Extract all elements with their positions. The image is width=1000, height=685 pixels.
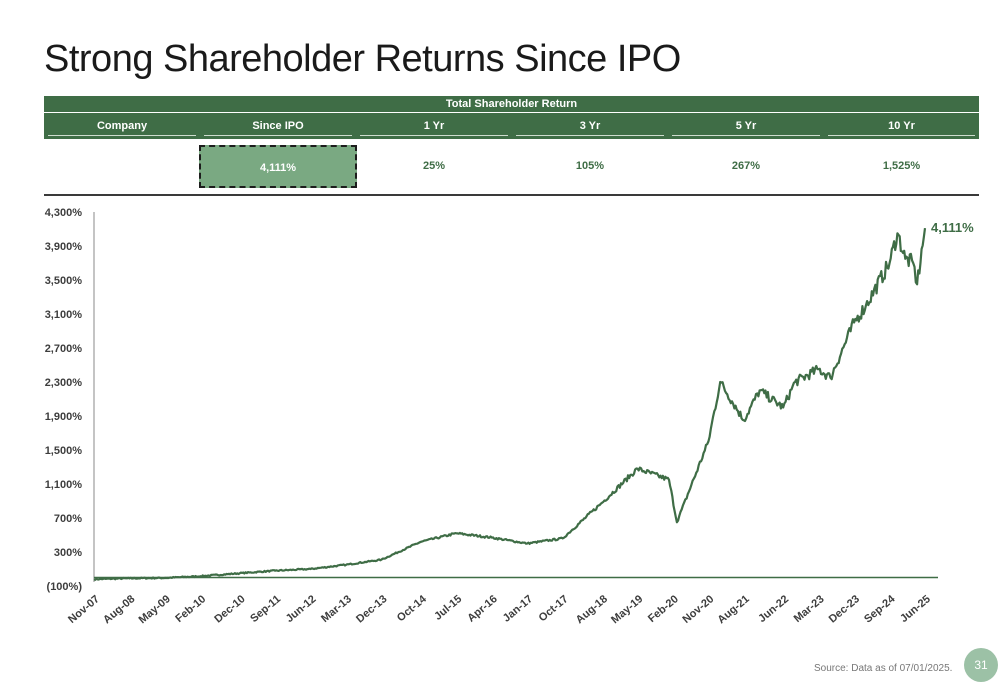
y-tick-label: 700% bbox=[54, 513, 82, 525]
y-tick-label: 2,700% bbox=[45, 343, 83, 355]
column-header-10yr: 10 Yr bbox=[824, 113, 979, 139]
table-group-header: Total Shareholder Return bbox=[44, 96, 979, 112]
x-tick-label: Jul-15 bbox=[432, 593, 464, 623]
y-tick-label: 3,900% bbox=[45, 241, 83, 253]
x-tick-label: Aug-21 bbox=[715, 593, 751, 626]
table-header-row: Company Since IPO 1 Yr 3 Yr 5 Yr 10 Yr bbox=[44, 113, 979, 139]
series-line-tsr bbox=[93, 227, 927, 581]
column-header-1yr: 1 Yr bbox=[356, 113, 512, 139]
slide-title: Strong Shareholder Returns Since IPO bbox=[44, 38, 681, 80]
y-tick-label: 3,100% bbox=[45, 309, 83, 321]
y-tick-label: 1,900% bbox=[45, 411, 83, 423]
value-5yr: 267% bbox=[731, 160, 761, 172]
x-tick-label: Dec-10 bbox=[212, 593, 247, 625]
table-bottom-rule bbox=[44, 194, 979, 196]
x-tick-label: Sep-24 bbox=[862, 593, 898, 626]
y-tick-labels: 4,300% 3,900% 3,500% 3,100% 2,700% 2,300% 1,90… bbox=[45, 207, 83, 593]
x-tick-label: May-19 bbox=[609, 593, 645, 626]
x-tick-label: May-09 bbox=[137, 593, 173, 626]
x-tick-label: Aug-08 bbox=[101, 593, 137, 626]
x-tick-label: Feb-20 bbox=[646, 593, 681, 625]
value-company bbox=[44, 145, 200, 188]
source-note: Source: Data as of 07/01/2025. bbox=[814, 663, 953, 674]
y-tick-label: 2,300% bbox=[45, 377, 83, 389]
value-1yr: 25% bbox=[422, 160, 446, 172]
y-tick-label: 1,500% bbox=[45, 445, 83, 457]
y-tick-label: 300% bbox=[54, 547, 82, 559]
page-number-badge: 31 bbox=[964, 648, 998, 682]
x-tick-labels: Nov-07 Aug-08 May-09 Feb-10 Dec-10 Sep-11 Jun-… bbox=[66, 593, 933, 627]
x-tick-label: Aug-18 bbox=[574, 593, 610, 626]
value-since-ipo: 4,111% bbox=[199, 145, 357, 188]
x-tick-label: Mar-13 bbox=[319, 593, 354, 625]
value-10yr: 1,525% bbox=[882, 160, 921, 172]
x-tick-label: Jan-17 bbox=[501, 593, 535, 625]
x-tick-label: Apr-16 bbox=[465, 593, 499, 625]
value-3yr: 105% bbox=[575, 160, 605, 172]
y-tick-label: 1,100% bbox=[45, 479, 83, 491]
x-tick-label: Feb-10 bbox=[173, 593, 208, 625]
x-tick-label: Jun-22 bbox=[756, 593, 791, 625]
x-tick-label: Jun-12 bbox=[284, 593, 319, 625]
x-tick-label: Mar-23 bbox=[792, 593, 827, 625]
y-tick-label: (100%) bbox=[47, 581, 83, 593]
end-value-label: 4,111% bbox=[931, 220, 974, 235]
column-header-3yr: 3 Yr bbox=[512, 113, 668, 139]
x-tick-label: Nov-20 bbox=[680, 593, 716, 626]
column-header-5yr: 5 Yr bbox=[668, 113, 824, 139]
x-tick-label: Dec-23 bbox=[827, 593, 862, 625]
x-tick-label: Sep-11 bbox=[248, 593, 283, 625]
x-tick-label: Nov-07 bbox=[66, 593, 102, 626]
column-header-since-ipo: Since IPO bbox=[200, 113, 356, 139]
column-header-company: Company bbox=[44, 113, 200, 139]
x-tick-label: Dec-13 bbox=[354, 593, 389, 625]
x-tick-label: Oct-17 bbox=[537, 593, 571, 624]
y-tick-label: 3,500% bbox=[45, 275, 83, 287]
y-tick-label: 4,300% bbox=[45, 207, 83, 219]
tsr-line-chart: 4,300% 3,900% 3,500% 3,100% 2,700% 2,300% 1,90… bbox=[45, 207, 974, 627]
x-tick-label: Jun-25 bbox=[898, 593, 933, 625]
x-tick-label: Oct-14 bbox=[395, 593, 430, 625]
